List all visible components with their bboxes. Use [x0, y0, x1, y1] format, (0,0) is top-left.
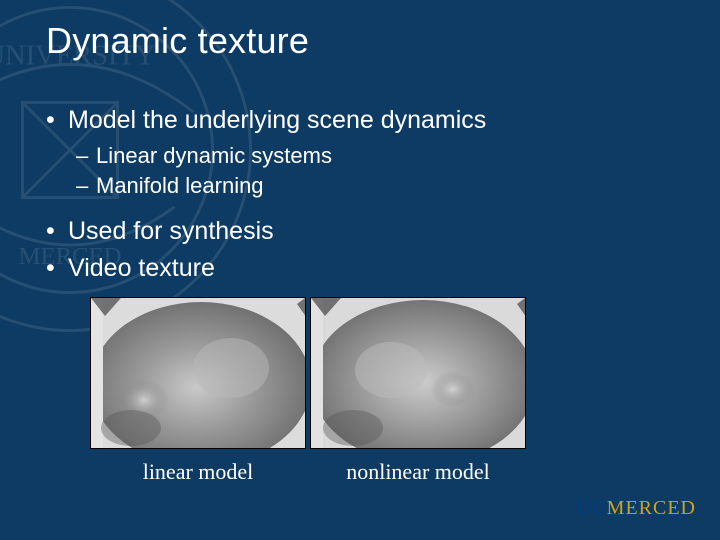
bullet-level1: Video texture	[46, 254, 674, 283]
texture-image-right	[310, 297, 526, 449]
slide: Dynamic texture Model the underlying sce…	[0, 0, 720, 540]
images-row	[90, 297, 674, 449]
bullet-level1: Model the underlying scene dynamics	[46, 106, 674, 135]
slide-title: Dynamic texture	[46, 20, 674, 62]
logo-uc: UC	[577, 497, 607, 519]
bullet-level2: Linear dynamic systems	[46, 143, 674, 169]
captions-row: linear model nonlinear model	[90, 459, 674, 485]
uc-merced-logo: UCMERCED	[577, 497, 696, 520]
texture-image-left	[90, 297, 306, 449]
caption-right: nonlinear model	[310, 459, 526, 485]
logo-merced: MERCED	[607, 497, 696, 519]
bullet-level2: Manifold learning	[46, 173, 674, 199]
bullet-level1: Used for synthesis	[46, 217, 674, 246]
bullet-list: Model the underlying scene dynamics Line…	[46, 106, 674, 283]
caption-left: linear model	[90, 459, 306, 485]
